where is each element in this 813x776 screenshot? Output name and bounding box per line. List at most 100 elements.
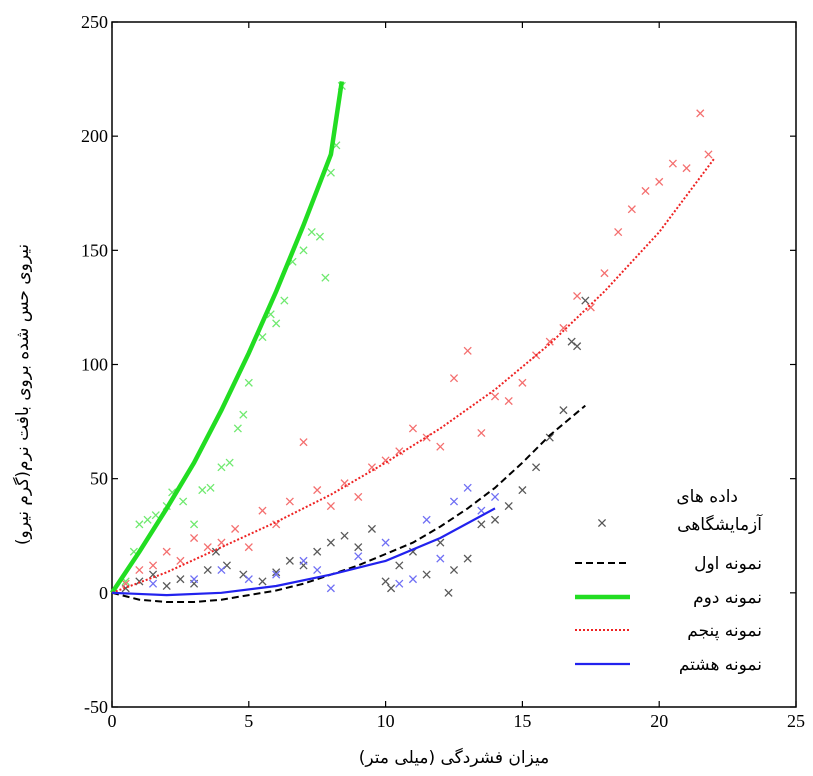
data-point: [641, 186, 650, 196]
data-point: [313, 565, 322, 575]
data-point: [190, 533, 199, 543]
data-points: [121, 81, 713, 597]
data-point: [627, 205, 636, 214]
data-point: [354, 552, 363, 561]
legend-data-marker-x: [597, 518, 607, 528]
data-point: [387, 584, 396, 593]
data-point: [696, 109, 705, 118]
data-point: [326, 538, 335, 547]
data-point: [148, 570, 158, 579]
y-axis-label: نیروی حس شده بروی بافت نرم(گرم نیرو): [12, 244, 33, 545]
data-point: [449, 497, 459, 506]
x-tick-label: 25: [787, 711, 805, 731]
data-point: [225, 458, 234, 467]
data-point: [545, 433, 554, 442]
data-point: [354, 543, 363, 552]
legend-data-label-line2: آزمایشگاهی: [677, 513, 763, 535]
fit-curve-1: [111, 404, 586, 603]
legend: داده های آزمایشگاهی نمونه اول نمونه دوم نم…: [575, 487, 763, 675]
data-point: [198, 486, 207, 495]
data-point: [614, 228, 623, 237]
fit-curve-2: [110, 81, 345, 595]
data-point: [148, 561, 158, 570]
data-point: [239, 410, 248, 419]
data-point: [655, 177, 664, 186]
data-point: [285, 556, 294, 565]
data-point: [299, 438, 308, 447]
data-point: [151, 511, 160, 520]
data-point: [381, 538, 390, 547]
data-point: [436, 538, 445, 547]
legend-data-marker: [597, 518, 607, 528]
data-point: [586, 303, 595, 312]
data-point: [244, 378, 253, 387]
data-point: [600, 269, 609, 278]
data-point: [307, 228, 316, 237]
data-point: [272, 568, 281, 577]
data-point: [340, 531, 349, 540]
data-point: [444, 588, 453, 597]
data-point: [463, 554, 472, 563]
y-tick-label: -50: [84, 697, 108, 717]
data-point: [135, 577, 144, 586]
data-point: [381, 577, 390, 586]
data-point: [477, 428, 486, 438]
data-point: [258, 333, 267, 342]
data-point: [704, 150, 713, 159]
y-tick-label: 200: [81, 126, 108, 146]
fit-curve-3: [111, 158, 715, 594]
data-point: [231, 524, 240, 533]
data-point: [436, 554, 445, 563]
data-point: [299, 246, 308, 255]
data-point: [143, 515, 152, 524]
data-point: [504, 502, 513, 511]
data-point: [280, 296, 289, 305]
legend-label-2: نمونه دوم: [693, 588, 762, 608]
data-point: [217, 463, 226, 472]
x-axis-label: میزان فشردگی (میلی متر): [359, 747, 549, 768]
legend-label-4: نمونه هشتم: [679, 655, 762, 675]
data-point: [135, 520, 144, 529]
data-point: [258, 577, 267, 586]
data-point: [559, 323, 568, 333]
data-point: [217, 565, 226, 575]
data-point: [367, 524, 376, 533]
data-point: [449, 565, 459, 575]
data-point: [381, 456, 390, 465]
x-tick-label: 20: [650, 711, 668, 731]
data-point: [272, 319, 281, 328]
fit-curve-4: [111, 507, 496, 597]
data-point: [244, 575, 253, 584]
data-point: [299, 556, 308, 565]
y-tick-label: 250: [81, 12, 108, 32]
data-point: [422, 570, 431, 579]
data-point: [581, 296, 590, 305]
data-point: [326, 502, 335, 511]
data-point: [532, 463, 541, 472]
data-point: [285, 497, 294, 506]
data-point: [176, 556, 185, 565]
data-point: [567, 337, 576, 346]
data-point: [545, 337, 554, 346]
data-point: [162, 547, 171, 556]
data-point: [367, 463, 376, 472]
fit-curves: [110, 81, 715, 603]
data-point: [313, 547, 322, 556]
data-point: [206, 483, 215, 492]
data-point: [408, 424, 418, 433]
x-tick-label: 10: [377, 711, 395, 731]
data-point: [233, 424, 242, 433]
data-point: [518, 486, 527, 495]
data-point: [326, 584, 335, 593]
legend-label-3: نمونه پنجم: [687, 621, 762, 641]
data-point: [340, 479, 349, 488]
data-point: [258, 506, 267, 515]
y-tick-label: 100: [81, 355, 108, 375]
data-point: [422, 433, 431, 442]
data-point: [321, 273, 330, 282]
data-point: [176, 575, 185, 584]
data-point: [518, 378, 527, 387]
data-point: [190, 575, 199, 584]
data-point: [422, 515, 431, 524]
